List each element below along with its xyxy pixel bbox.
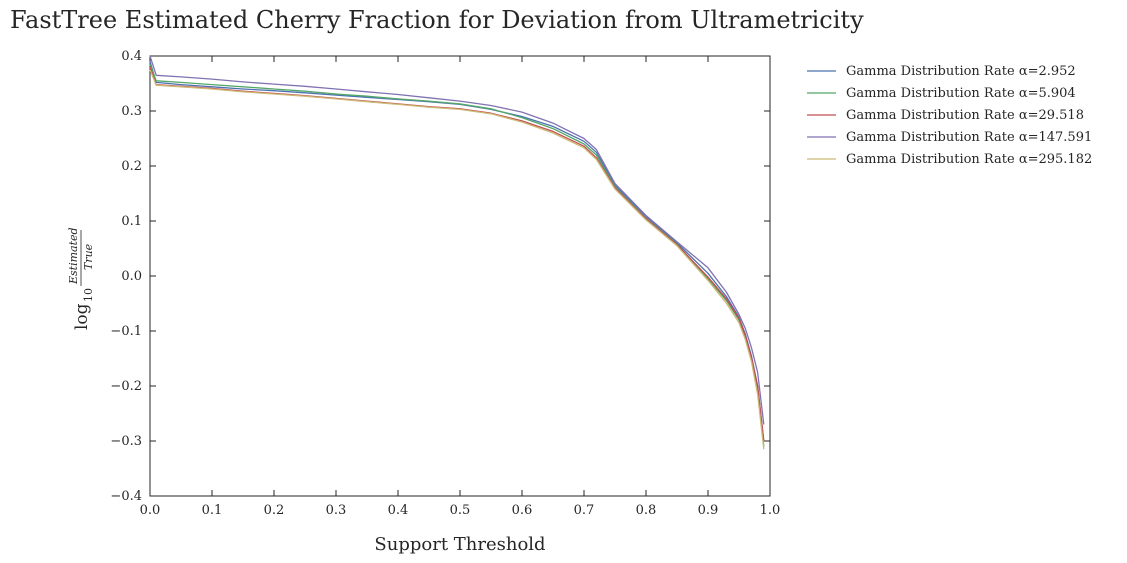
legend-entry: Gamma Distribution Rate α=5.904 [846, 86, 1076, 101]
x-tick-label: 0.3 [326, 503, 347, 518]
legend-entry: Gamma Distribution Rate α=147.591 [846, 130, 1092, 145]
x-axis-label: Support Threshold [374, 534, 545, 555]
series-lines [149, 55, 765, 450]
legend-entry: Gamma Distribution Rate α=2.952 [846, 64, 1076, 79]
series-line-1 [149, 61, 765, 442]
x-tick-label: 0.2 [264, 503, 285, 518]
y-axis-label: log 10 Estimated True [67, 227, 95, 330]
y-tick-label: 0.4 [121, 49, 142, 64]
series-line-3 [149, 66, 765, 442]
y-label-denominator: True [82, 243, 95, 270]
y-tick-label: −0.4 [110, 489, 142, 504]
y-label-log: log [72, 303, 92, 330]
plot-frame [149, 55, 771, 497]
chart-title: FastTree Estimated Cherry Fraction for D… [10, 6, 864, 34]
y-tick-label: 0.2 [121, 159, 142, 174]
series-line-2 [149, 64, 765, 447]
legend-entry: Gamma Distribution Rate α=295.182 [846, 152, 1092, 167]
x-axis: 0.0 0.1 0.2 0.3 0.4 0.5 0.6 0.7 0.8 0.9 1.0 [140, 56, 781, 518]
legend-entry: Gamma Distribution Rate α=29.518 [846, 108, 1084, 123]
x-tick-label: 0.7 [574, 503, 595, 518]
y-tick-label: −0.1 [110, 324, 142, 339]
y-tick-label: 0.1 [121, 214, 142, 229]
y-tick-label: 0.3 [121, 104, 142, 119]
y-tick-label: −0.3 [110, 434, 142, 449]
y-tick-label: 0.0 [121, 269, 142, 284]
series-line-5 [149, 69, 765, 450]
x-tick-label: 0.5 [450, 503, 471, 518]
x-tick-label: 1.0 [760, 503, 781, 518]
legend: Gamma Distribution Rate α=2.952 Gamma Dis… [807, 64, 1092, 167]
x-tick-label: 0.1 [202, 503, 223, 518]
y-tick-label: −0.2 [110, 379, 142, 394]
series-line-4 [149, 55, 765, 425]
x-tick-label: 0.8 [636, 503, 657, 518]
y-label-subscript: 10 [82, 288, 95, 302]
x-tick-label: 0.4 [388, 503, 409, 518]
x-tick-label: 0.0 [140, 503, 161, 518]
y-label-numerator: Estimated [67, 227, 80, 285]
x-tick-label: 0.6 [512, 503, 533, 518]
x-tick-label: 0.9 [698, 503, 719, 518]
y-axis: 0.4 0.3 0.2 0.1 0.0 −0.1 −0.2 −0.3 −0.4 [110, 49, 770, 504]
